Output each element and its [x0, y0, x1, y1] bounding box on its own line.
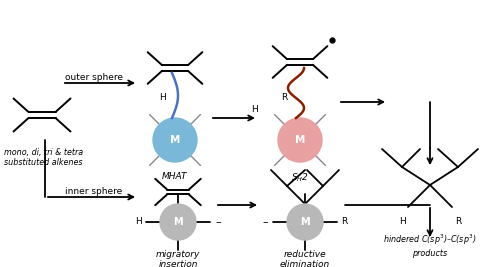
Text: –: –: [262, 217, 268, 227]
Text: migratory
insertion: migratory insertion: [156, 250, 200, 267]
Text: R: R: [341, 218, 347, 226]
Text: M: M: [173, 217, 183, 227]
Circle shape: [160, 204, 196, 240]
Text: H: H: [252, 105, 258, 115]
Text: H: H: [288, 153, 294, 162]
Text: MHAT: MHAT: [162, 172, 188, 181]
Text: R: R: [455, 217, 461, 226]
Text: outer sphere: outer sphere: [65, 73, 123, 83]
Text: S$_H$2: S$_H$2: [291, 172, 309, 184]
Text: H: H: [135, 218, 142, 226]
Text: hindered C(sp$^3$)–C(sp$^3$)
products: hindered C(sp$^3$)–C(sp$^3$) products: [384, 233, 476, 258]
Circle shape: [287, 204, 323, 240]
Text: M: M: [170, 135, 180, 145]
Text: M: M: [300, 217, 310, 227]
Text: reductive
elimination: reductive elimination: [280, 250, 330, 267]
Text: inner sphere: inner sphere: [65, 187, 122, 197]
Text: H: H: [160, 93, 166, 103]
Text: R: R: [281, 93, 287, 103]
Circle shape: [278, 118, 322, 162]
Text: M: M: [295, 135, 305, 145]
Circle shape: [153, 118, 197, 162]
Text: –: –: [215, 217, 220, 227]
Text: H: H: [398, 217, 406, 226]
Text: mono, di, tri & tetra
substituted alkenes: mono, di, tri & tetra substituted alkene…: [4, 148, 83, 167]
